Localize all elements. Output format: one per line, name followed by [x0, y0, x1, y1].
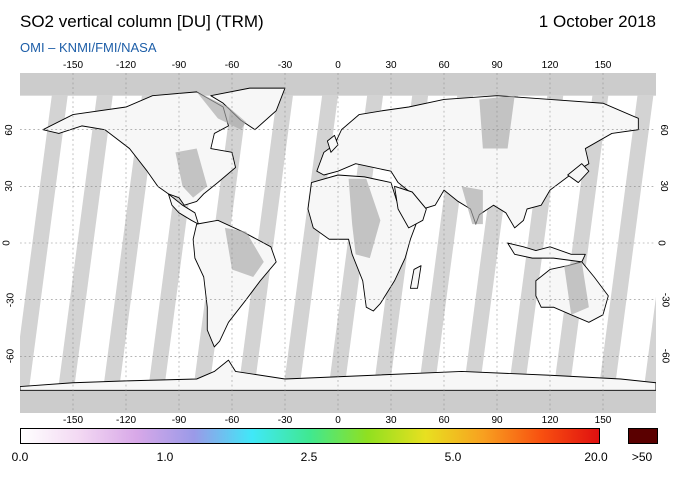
lat-tick-right: -30 [659, 292, 671, 307]
lon-tick-bottom: 0 [335, 415, 341, 426]
lon-tick-top: -120 [115, 60, 137, 71]
lat-tick-left: -60 [5, 349, 17, 364]
lon-tick-top: -60 [224, 60, 240, 71]
lon-tick-bottom: 120 [541, 415, 559, 426]
lon-tick-top: 30 [385, 60, 397, 71]
lat-tick-right: 30 [658, 180, 670, 192]
lon-tick-top: 150 [594, 60, 612, 71]
shaded-region-india [461, 186, 483, 225]
map-title: SO2 vertical column [DU] (TRM) [20, 12, 264, 31]
colorbar-label-4: 20.0 [584, 450, 608, 464]
madagascar [409, 265, 422, 289]
shaded-region-brazil [224, 227, 264, 277]
antarctica [20, 359, 656, 391]
shaded-region-canada [196, 91, 247, 130]
lon-tick-bottom: -150 [62, 415, 84, 426]
lat-tick-left: 30 [4, 180, 16, 192]
lon-tick-bottom: 150 [594, 415, 612, 426]
lon-tick-top: -150 [62, 60, 84, 71]
lon-tick-top: 120 [541, 60, 559, 71]
lon-tick-top: 90 [491, 60, 503, 71]
central-america [167, 193, 199, 225]
colorbar-label-overflow: >50 [631, 450, 653, 464]
so2-world-map [20, 73, 656, 413]
so2-colorbar [20, 428, 600, 444]
shaded-region-sahara [348, 178, 381, 259]
lat-tick-right: 60 [658, 124, 670, 136]
orbit-gap-swath [238, 95, 293, 391]
lon-tick-bottom: -90 [171, 415, 187, 426]
orbit-gap-swath [643, 296, 656, 391]
colorbar-overflow-swatch [628, 428, 658, 444]
shaded-region-siberia [479, 95, 515, 149]
orbit-gap-swath [57, 95, 113, 391]
colorbar-label-0: 0.0 [11, 450, 29, 464]
colorbar-label-1: 1.0 [156, 450, 174, 464]
colorbar-label-3: 5.0 [444, 450, 462, 464]
map-date: 1 October 2018 [538, 12, 656, 31]
lat-tick-left: 0 [1, 240, 13, 246]
lon-tick-top: -30 [277, 60, 293, 71]
lon-tick-bottom: 30 [385, 415, 397, 426]
lon-tick-bottom: 60 [438, 415, 450, 426]
graticule [20, 73, 656, 413]
lat-tick-left: 60 [4, 124, 16, 136]
lon-tick-bottom: -30 [277, 415, 293, 426]
lat-tick-right: 0 [655, 240, 667, 246]
lon-tick-top: 60 [438, 60, 450, 71]
europe-asia [316, 95, 639, 229]
lat-tick-left: -30 [5, 292, 17, 307]
lon-tick-top: -90 [171, 60, 187, 71]
lon-tick-top: 0 [335, 60, 341, 71]
shaded-region-australia [564, 261, 589, 315]
lon-tick-bottom: -60 [224, 415, 240, 426]
lon-tick-bottom: -120 [115, 415, 137, 426]
colorbar-label-2: 2.5 [300, 450, 318, 464]
shaded-region-us [175, 148, 208, 198]
japan [567, 163, 590, 184]
continents [20, 87, 656, 391]
lat-tick-right: -60 [659, 349, 671, 364]
indonesia [507, 242, 586, 263]
data-credit: OMI – KNMI/FMI/NASA [20, 40, 157, 55]
lon-tick-bottom: 90 [491, 415, 503, 426]
land-shading [175, 91, 589, 315]
arabia [394, 185, 427, 229]
orbit-gap-swath [553, 95, 609, 391]
